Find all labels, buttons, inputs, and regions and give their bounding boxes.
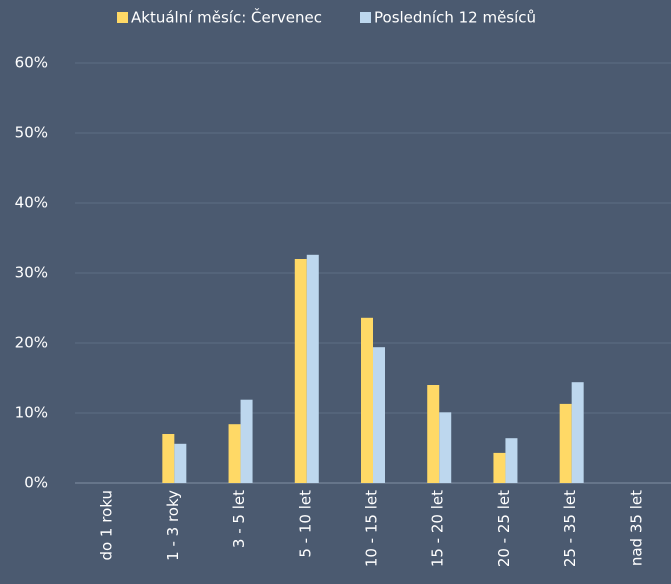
bar bbox=[174, 443, 187, 483]
bar bbox=[373, 347, 385, 483]
y-tick-label: 20% bbox=[15, 334, 48, 352]
y-tick-label: 0% bbox=[24, 474, 48, 492]
legend-label: Posledních 12 měsíců bbox=[374, 9, 536, 27]
legend-swatch bbox=[117, 12, 128, 23]
x-tick-label: do 1 roku bbox=[98, 490, 116, 561]
x-tick-label: 15 - 20 let bbox=[429, 490, 447, 567]
bar bbox=[306, 254, 319, 483]
y-tick-label: 10% bbox=[15, 404, 48, 422]
bar bbox=[505, 438, 518, 483]
x-tick-label: nad 35 let bbox=[627, 490, 645, 566]
y-tick-label: 30% bbox=[15, 264, 48, 282]
legend-label: Aktuální měsíc: Červenec bbox=[131, 8, 322, 27]
bar bbox=[427, 385, 440, 483]
bar bbox=[361, 317, 373, 483]
bar bbox=[439, 412, 452, 483]
bar bbox=[240, 399, 253, 483]
bar bbox=[571, 382, 584, 483]
x-tick-label: 20 - 25 let bbox=[495, 490, 513, 567]
bar bbox=[228, 424, 241, 483]
bar bbox=[559, 403, 572, 483]
y-tick-label: 40% bbox=[15, 194, 48, 212]
x-tick-label: 1 - 3 roky bbox=[164, 490, 182, 561]
bar bbox=[294, 259, 307, 483]
y-tick-label: 60% bbox=[15, 54, 48, 72]
bar bbox=[162, 434, 175, 483]
bar bbox=[493, 452, 506, 483]
x-tick-label: 25 - 35 let bbox=[561, 490, 579, 567]
x-tick-label: 5 - 10 let bbox=[296, 490, 314, 558]
legend-swatch bbox=[360, 12, 371, 23]
x-tick-label: 10 - 15 let bbox=[363, 490, 381, 567]
x-tick-label: 3 - 5 let bbox=[230, 490, 248, 548]
y-tick-label: 50% bbox=[15, 124, 48, 142]
